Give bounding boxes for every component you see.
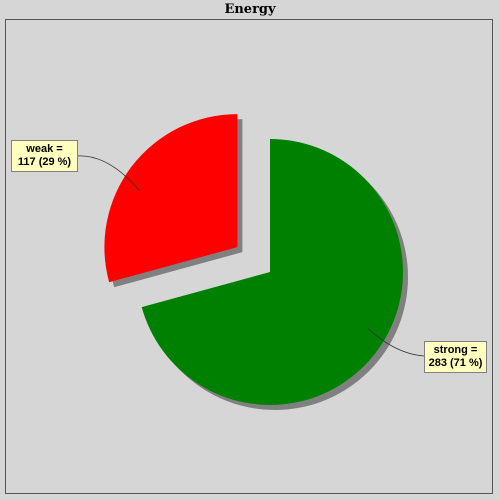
slice-label-weak: weak = 117 (29 %) (11, 140, 78, 172)
plot-frame (5, 19, 493, 494)
pie-slice-strong (141, 139, 403, 405)
chart-title: Energy (224, 2, 276, 17)
slice-label-strong-line2: 283 (71 %) (428, 357, 483, 369)
pie-slice-weak (104, 114, 238, 283)
leader-line-strong (367, 328, 425, 357)
slice-label-weak-line2: 117 (29 %) (17, 156, 72, 168)
slice-label-weak-line1: weak = (26, 143, 63, 155)
leader-line-weak (76, 155, 140, 191)
slice-label-strong: strong = 283 (71 %) (424, 341, 487, 373)
slice-label-strong-line1: strong = (433, 344, 478, 356)
